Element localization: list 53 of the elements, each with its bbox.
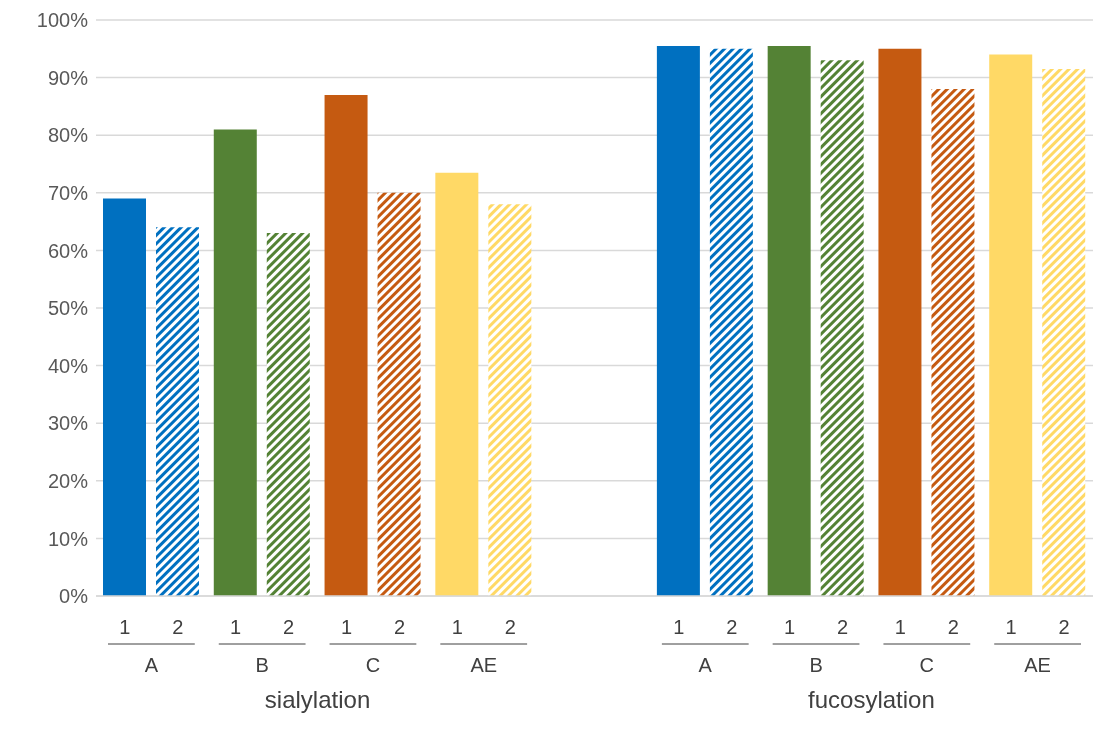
y-tick-label: 80% bbox=[47, 124, 89, 147]
y-tick-label: 70% bbox=[47, 181, 89, 204]
bar bbox=[103, 198, 146, 596]
text: 1 bbox=[230, 616, 242, 638]
bar bbox=[820, 60, 864, 596]
y-tick-label: 10% bbox=[47, 527, 89, 550]
x-tick-label: A bbox=[698, 654, 713, 676]
bar bbox=[989, 54, 1033, 596]
y-tick-label: 40% bbox=[47, 354, 89, 377]
x-tick-label: AE bbox=[1024, 654, 1051, 676]
bar bbox=[709, 48, 753, 596]
bar bbox=[878, 48, 922, 596]
bar bbox=[266, 233, 310, 596]
bar bbox=[1042, 68, 1086, 596]
text: 2 bbox=[504, 616, 516, 638]
text: 1 bbox=[783, 616, 796, 638]
text: 2 bbox=[836, 616, 849, 638]
y-tick-label: 50% bbox=[47, 297, 89, 320]
bar bbox=[213, 129, 257, 596]
bar bbox=[767, 45, 811, 596]
bar bbox=[488, 204, 532, 596]
text: 1 bbox=[451, 616, 463, 638]
x-tick-label: A bbox=[144, 654, 159, 676]
text: sialylation bbox=[264, 686, 371, 713]
x-tick-label: B bbox=[809, 654, 823, 676]
y-tick-label: 60% bbox=[47, 239, 89, 262]
bar bbox=[435, 172, 479, 596]
y-tick-label: 20% bbox=[47, 469, 89, 492]
text: 2 bbox=[947, 616, 959, 638]
y-tick-label: 90% bbox=[47, 66, 89, 89]
text: 1 bbox=[340, 616, 353, 638]
text: 1 bbox=[673, 616, 685, 638]
text: 2 bbox=[1058, 616, 1070, 638]
series-label: 2 bbox=[172, 616, 184, 638]
text: 2 bbox=[283, 616, 295, 638]
y-tick-label: 0% bbox=[59, 585, 89, 608]
y-tick-label: 100% bbox=[36, 9, 89, 32]
text: 1 bbox=[1005, 616, 1017, 638]
x-tick-label: AE bbox=[470, 654, 498, 676]
text: 2 bbox=[393, 616, 406, 638]
bar bbox=[931, 89, 975, 596]
bar bbox=[377, 192, 421, 596]
bar bbox=[656, 45, 700, 596]
x-tick-label: C bbox=[365, 654, 381, 676]
x-tick-label: B bbox=[255, 654, 269, 676]
text: fucosylation bbox=[808, 686, 935, 713]
text: 1 bbox=[894, 616, 906, 638]
y-tick-label: 30% bbox=[47, 412, 89, 435]
bar bbox=[324, 94, 368, 596]
bar bbox=[156, 227, 199, 596]
series-label: 1 bbox=[119, 616, 131, 638]
text: 2 bbox=[726, 616, 738, 638]
x-tick-label: C bbox=[919, 654, 935, 676]
